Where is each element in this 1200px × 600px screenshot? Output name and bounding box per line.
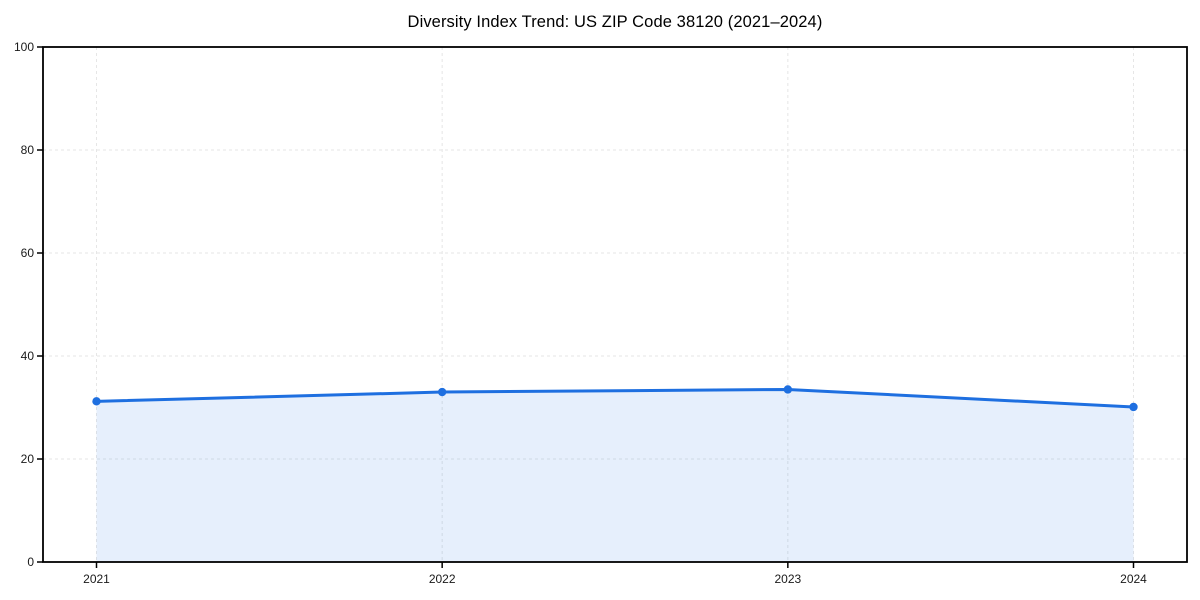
trend-line — [95, 387, 1135, 409]
plot-border — [42, 46, 1188, 563]
y-tick-label: 20 — [21, 452, 35, 466]
x-tick-label: 2021 — [83, 572, 110, 586]
data-point-2021 — [92, 397, 101, 406]
x-tick-label: 2022 — [429, 572, 456, 586]
y-tick-label: 60 — [21, 246, 35, 260]
data-point-2023 — [783, 385, 793, 394]
x-tick-label: 2024 — [1120, 572, 1147, 586]
data-point-2022 — [437, 387, 447, 397]
y-tick-label: 0 — [27, 555, 34, 569]
data-point-2024 — [1129, 402, 1138, 412]
area-fill — [96, 389, 1134, 562]
y-tick-label: 40 — [21, 349, 35, 363]
y-tick-label: 80 — [21, 143, 35, 157]
y-tick-label: 100 — [14, 40, 34, 54]
chart-title: Diversity Index Trend: US ZIP Code 38120… — [407, 13, 823, 31]
x-tick-label: 2023 — [774, 572, 801, 586]
